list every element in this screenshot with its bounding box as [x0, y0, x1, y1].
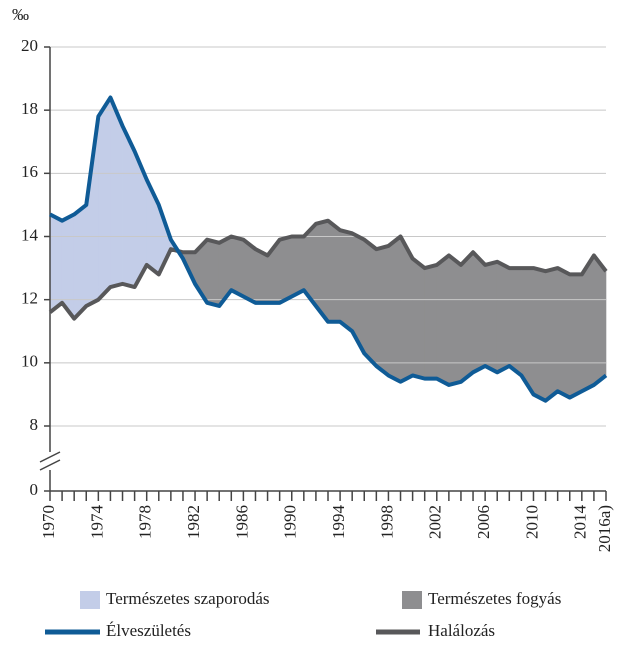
area-segment [593, 254, 607, 386]
area-segment [279, 236, 293, 304]
area-segment [472, 251, 486, 373]
x-tick-label: 1990 [281, 505, 300, 539]
area-segment [376, 245, 389, 377]
area-segment [581, 254, 595, 392]
x-tick-label: 2016a) [595, 505, 614, 552]
area-segment [85, 116, 99, 307]
x-tick-label: 2014 [571, 505, 590, 540]
area-segment [412, 257, 425, 380]
area-segment [255, 248, 268, 304]
y-tick-label: 18 [21, 99, 38, 118]
y-tick-label: 8 [30, 415, 39, 434]
area-segment [291, 236, 305, 298]
area-segment [569, 274, 583, 399]
area-segment [73, 204, 87, 320]
area-segment [557, 267, 571, 399]
legend-label: Természetes szaporodás [106, 589, 270, 608]
x-tick-label: 2006 [474, 505, 493, 539]
area-segment [448, 254, 462, 386]
axis-break [39, 451, 61, 463]
area-segment [327, 220, 341, 323]
area-segment [231, 236, 244, 298]
area-segment [363, 239, 377, 367]
y-tick-label: 14 [21, 225, 39, 244]
x-tick-label: 1970 [39, 505, 58, 539]
area-segment [545, 267, 558, 402]
legend-swatch [80, 591, 100, 609]
area-segment [496, 261, 510, 373]
area-segment [484, 261, 498, 373]
y-tick-label: 10 [21, 352, 38, 371]
x-tick-label: 1978 [136, 505, 155, 539]
x-tick-label: 2002 [426, 505, 445, 539]
x-tick-label: 1986 [232, 505, 251, 539]
series-line [49, 95, 608, 403]
y-tick-label: 20 [21, 36, 38, 55]
y-tick-label: 12 [21, 289, 38, 308]
area-segment [436, 254, 450, 386]
area-segment [533, 267, 546, 402]
legend-label: Természetes fogyás [428, 589, 561, 608]
x-tick-label: 1998 [377, 505, 396, 539]
area-segment [339, 229, 353, 332]
legend-label: Élveszületés [106, 621, 191, 640]
area-segment [49, 213, 63, 313]
x-tick-label: 2010 [522, 505, 541, 539]
area-segment [206, 239, 220, 307]
legend-swatch [402, 591, 422, 609]
y-tick-label: 0 [30, 480, 39, 499]
series-line [48, 218, 608, 321]
x-tick-label: 1982 [184, 505, 203, 539]
legend-label: Halálozás [428, 621, 495, 640]
area-segment [509, 267, 522, 377]
y-tick-label: 16 [21, 162, 38, 181]
y-axis-unit: ‰ [12, 5, 29, 24]
x-tick-label: 1994 [329, 505, 348, 540]
axis-break [39, 459, 61, 471]
area-segment [98, 96, 111, 301]
area-segment [388, 235, 401, 383]
x-tick-label: 1974 [87, 505, 106, 540]
area-segment [424, 264, 438, 379]
